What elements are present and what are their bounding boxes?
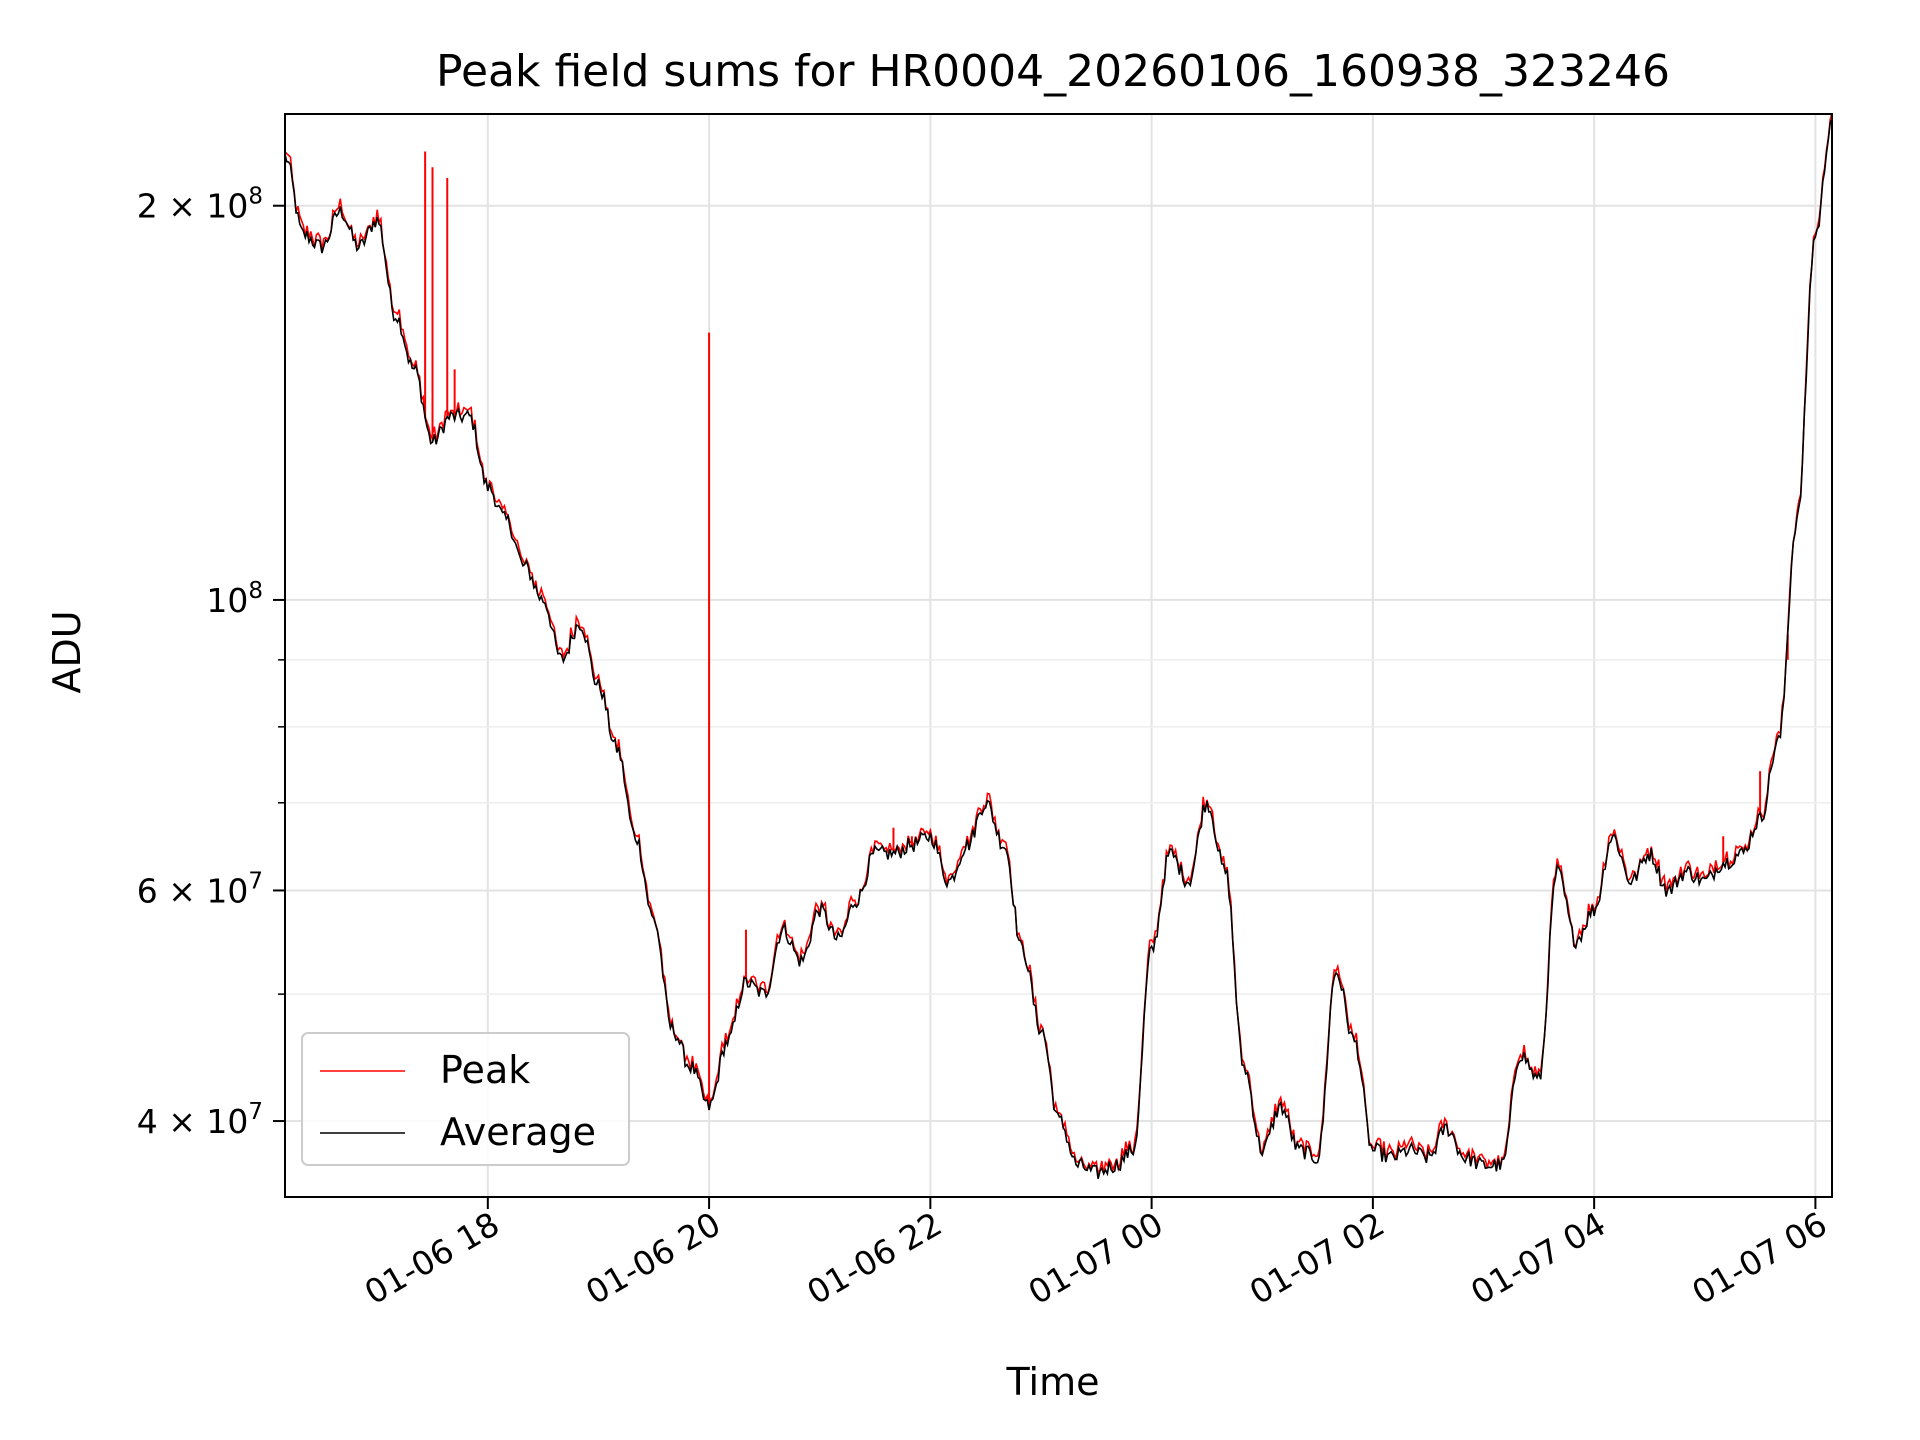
peak-line bbox=[285, 114, 1832, 1177]
legend-box bbox=[301, 1032, 630, 1166]
y-axis-title: ADU bbox=[45, 610, 89, 693]
plot-frame bbox=[284, 113, 1833, 1198]
x-tick-label: 01-07 04 bbox=[1464, 1204, 1612, 1312]
y-tick-label: 108 bbox=[206, 578, 263, 620]
legend-label-average: Average bbox=[440, 1110, 596, 1154]
x-tick-label: 01-06 18 bbox=[358, 1204, 506, 1312]
x-tick-label: 01-06 22 bbox=[800, 1204, 948, 1312]
average-line bbox=[285, 118, 1832, 1179]
chart-title: Peak field sums for HR0004_20260106_1609… bbox=[436, 46, 1670, 97]
x-tick-label: 01-07 02 bbox=[1243, 1204, 1391, 1312]
legend: Peak Average bbox=[301, 1032, 630, 1166]
legend-label-peak: Peak bbox=[440, 1048, 530, 1092]
x-tick-label: 01-07 06 bbox=[1685, 1204, 1833, 1312]
y-tick-label: 6 × 107 bbox=[137, 868, 263, 910]
x-axis-title: Time bbox=[1006, 1360, 1100, 1404]
y-tick-label: 2 × 108 bbox=[137, 184, 263, 226]
x-tick-label: 01-06 20 bbox=[579, 1204, 727, 1312]
grid bbox=[285, 114, 1832, 1197]
y-tick-label: 4 × 107 bbox=[137, 1099, 263, 1141]
plot-series bbox=[285, 114, 1832, 1179]
x-tick-label: 01-07 00 bbox=[1022, 1204, 1170, 1312]
